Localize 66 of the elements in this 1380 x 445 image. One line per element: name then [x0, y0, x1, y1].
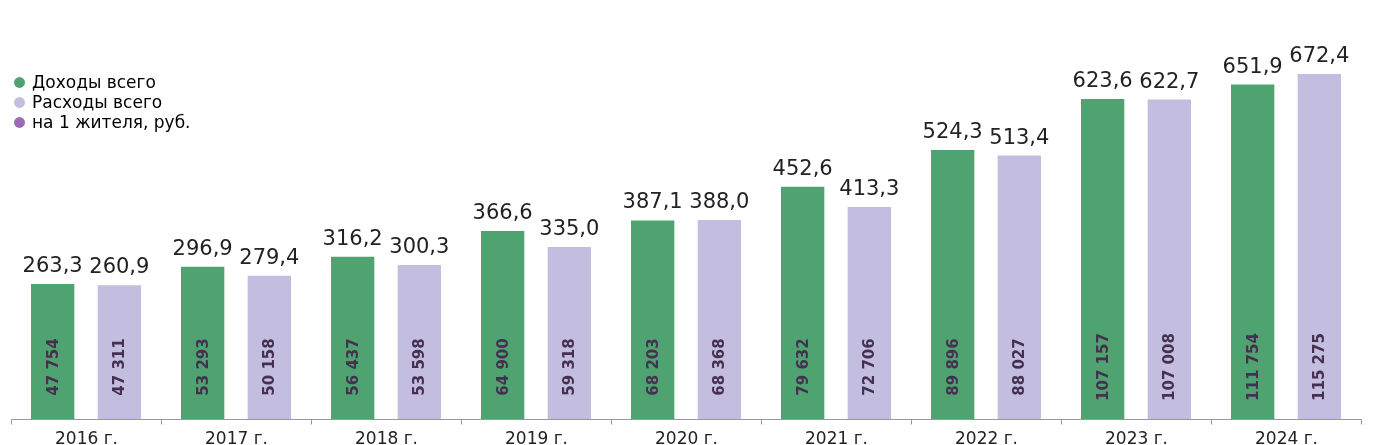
data-label: 388,0 [689, 188, 750, 213]
legend-label: Расходы всего [32, 91, 163, 112]
legend-label: Доходы всего [32, 71, 156, 92]
bar [397, 264, 441, 419]
bar [931, 149, 975, 419]
bar [1297, 74, 1341, 419]
data-label: 672,4 [1289, 43, 1350, 67]
bar [1081, 99, 1125, 419]
data-label: 452,6 [772, 155, 833, 180]
data-label: 296,9 [172, 235, 233, 260]
data-label: 300,3 [389, 233, 450, 258]
annotation: 68 368 [710, 338, 729, 396]
data-label: 263,3 [22, 252, 83, 277]
bar [1147, 99, 1191, 419]
annotation: 111 754 [1243, 333, 1262, 401]
annotation: 59 318 [560, 338, 579, 396]
annotation: 107 157 [1093, 333, 1112, 401]
x-tick-label: 2018 г. [354, 427, 419, 445]
annotation: 56 437 [343, 338, 362, 396]
data-label: 335,0 [539, 216, 600, 241]
annotation: 50 158 [260, 338, 279, 396]
data-label: 513,4 [989, 124, 1050, 149]
data-label: 622,7 [1139, 68, 1200, 93]
bar [1231, 84, 1275, 419]
annotation: 68 203 [643, 338, 662, 396]
data-label: 260,9 [89, 254, 150, 279]
x-tick-label: 2016 г. [54, 427, 119, 445]
bar [847, 206, 891, 419]
annotation: 72 706 [860, 338, 879, 396]
data-label: 651,9 [1222, 53, 1283, 78]
x-tick-label: 2021 г. [804, 427, 869, 445]
annotation: 79 632 [793, 338, 812, 396]
annotation: 107 008 [1160, 333, 1179, 401]
bar [481, 230, 525, 419]
bar [31, 283, 75, 419]
data-label: 524,3 [922, 118, 983, 143]
bar [997, 155, 1041, 419]
data-label: 279,4 [239, 244, 300, 269]
bar [181, 266, 225, 419]
annotation: 53 598 [410, 338, 429, 396]
bar [331, 256, 375, 419]
data-label: 387,1 [622, 189, 683, 214]
x-tick-label: 2023 г. [1104, 427, 1169, 445]
annotation: 88 027 [1010, 338, 1029, 396]
bar [97, 285, 141, 419]
data-label: 316,2 [322, 225, 383, 250]
bar [697, 219, 741, 419]
x-tick-label: 2020 г. [654, 427, 719, 445]
annotation: 47 311 [110, 338, 129, 396]
annotation: 47 754 [43, 338, 62, 396]
data-label: 413,3 [839, 175, 900, 200]
annotation: 89 896 [943, 338, 962, 396]
annotation: 115 275 [1310, 333, 1329, 401]
bar [247, 275, 291, 419]
x-tick-label: 2024 г. [1254, 427, 1319, 445]
bar [631, 220, 675, 419]
legend-label: на 1 жителя, руб. [32, 111, 191, 132]
x-tick-label: 2017 г. [204, 427, 269, 445]
x-tick-label: 2022 г. [954, 427, 1019, 445]
data-label: 623,6 [1072, 68, 1133, 93]
x-tick-label: 2019 г. [504, 427, 569, 445]
bar [781, 186, 825, 419]
annotation: 64 900 [493, 338, 512, 396]
bar [547, 247, 591, 419]
data-label: 366,6 [472, 199, 533, 224]
annotation: 53 293 [193, 338, 212, 396]
